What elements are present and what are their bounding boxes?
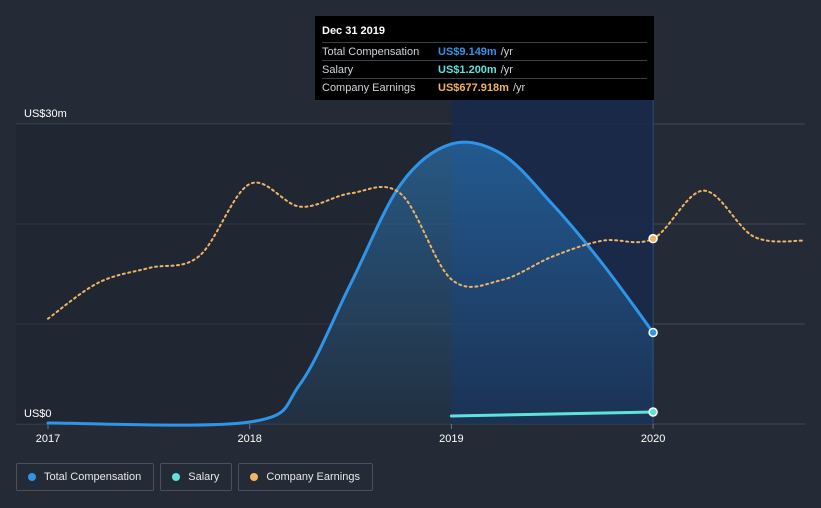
tooltip-value: US$677.918m [438,81,509,94]
tooltip-row-earnings: Company Earnings US$677.918m /yr [322,78,647,96]
chart-legend: Total Compensation Salary Company Earnin… [16,463,373,491]
legend-item-total-compensation[interactable]: Total Compensation [16,463,155,491]
salary-marker [648,407,658,417]
x-tick-label: 2020 [641,433,665,445]
legend-label: Company Earnings [266,471,360,483]
company-earnings-line [47,181,806,320]
company-earnings-marker [648,233,658,244]
legend-dot-icon [250,473,259,481]
tooltip-date: Dec 31 2019 [322,25,385,37]
tooltip-unit: /yr [500,45,513,58]
y-axis-label-zero: US$0 [24,408,52,420]
tooltip-row-salary: Salary US$1.200m /yr [322,60,647,78]
total-compensation-line [46,140,655,427]
tooltip-row-total: Total Compensation US$9.149m /yr [322,42,647,60]
x-tick-label: 2018 [237,433,261,445]
total-compensation-marker [648,327,658,338]
tooltip-unit: /yr [512,81,526,94]
tooltip-label: Company Earnings [322,81,416,94]
chart-tooltip: Dec 31 2019 Total Compensation US$9.149m… [315,16,654,100]
legend-label: Total Compensation [44,471,142,483]
y-axis-label-top: US$30m [24,108,67,120]
x-tick-label: 2019 [439,433,463,445]
legend-item-company-earnings[interactable]: Company Earnings [238,463,373,491]
legend-label: Salary [188,471,220,483]
tooltip-label: Salary [322,63,354,76]
total-compensation-area [48,142,654,426]
salary-line [449,410,655,418]
legend-item-salary[interactable]: Salary [160,463,233,491]
tooltip-unit: /yr [500,63,513,76]
tooltip-value: US$1.200m [438,63,497,76]
legend-dot-icon [172,473,181,481]
legend-dot-icon [28,473,36,481]
x-tick-label: 2017 [36,433,60,445]
tooltip-value: US$9.149m [438,45,497,58]
tooltip-label: Total Compensation [322,45,420,58]
